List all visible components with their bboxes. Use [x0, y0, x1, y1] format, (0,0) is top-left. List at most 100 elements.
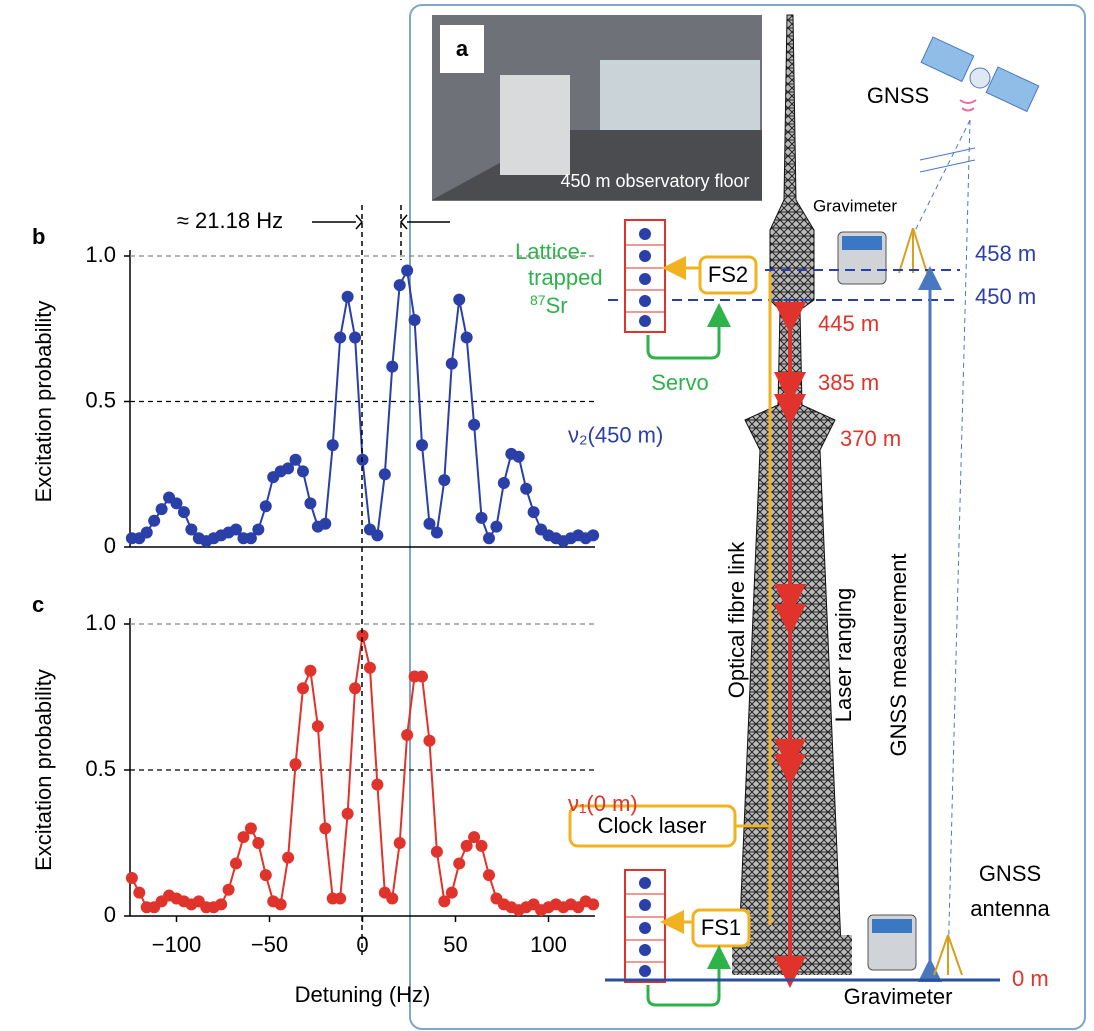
data-point	[401, 264, 414, 277]
data-point	[587, 898, 600, 911]
data-point	[282, 851, 295, 864]
data-point	[289, 758, 302, 771]
data-point	[490, 520, 503, 533]
lattice-planes	[625, 893, 665, 963]
data-point	[319, 822, 332, 835]
data-point	[430, 845, 443, 858]
photo-caption: 450 m observatory floor	[560, 171, 749, 191]
data-point	[371, 529, 384, 542]
y-axis-title: Excitation probability	[31, 301, 56, 503]
data-point	[497, 476, 510, 489]
data-point	[453, 857, 466, 870]
fibre-label: Optical fibre link	[724, 541, 749, 699]
photo-floor	[432, 130, 762, 200]
data-point	[341, 290, 354, 303]
data-point	[230, 523, 243, 536]
data-point	[386, 360, 399, 373]
lattice-label: trapped	[528, 265, 603, 290]
data-point	[244, 532, 257, 545]
gnss-antenna-label: GNSS	[979, 861, 1041, 886]
panel-a: a 450 m observatory floor GNSS Gravimete…	[409, 4, 1086, 1030]
data-point	[430, 526, 443, 539]
x-tick-label: 50	[443, 932, 467, 957]
data-point	[311, 720, 324, 733]
isotope-mass: 87	[530, 292, 546, 308]
data-point	[460, 839, 473, 852]
data-point	[215, 898, 228, 911]
fs2-label: FS2	[708, 262, 748, 287]
y-tick-label: 0.5	[85, 387, 116, 412]
gravimeter-label: Gravimeter	[813, 196, 897, 215]
height-label: 370 m	[840, 426, 901, 451]
data-point	[438, 474, 451, 487]
data-point	[401, 728, 414, 741]
gnss-antenna-label: antenna	[970, 896, 1050, 921]
gnss-label: GNSS	[867, 83, 929, 108]
height-label: 458 m	[975, 241, 1036, 266]
data-point	[319, 517, 332, 530]
solar-panel	[920, 36, 975, 83]
gravimeter-top	[872, 919, 912, 933]
panel-label: c	[32, 592, 44, 617]
data-point	[274, 898, 287, 911]
gravimeter-label: Gravimeter	[844, 984, 953, 1009]
data-point	[282, 462, 295, 475]
data-point	[133, 886, 146, 899]
data-point	[423, 517, 436, 530]
data-point	[185, 523, 198, 536]
gravimeter-top	[842, 236, 882, 250]
data-point	[244, 822, 257, 835]
gnss-measurement-label: GNSS measurement	[886, 554, 911, 757]
data-point	[520, 482, 533, 495]
data-point	[408, 314, 421, 327]
x-tick-label: −50	[251, 932, 288, 957]
data-point	[237, 831, 250, 844]
data-point	[304, 664, 317, 677]
data-point	[393, 837, 406, 849]
satellite-body	[969, 67, 991, 89]
data-point	[349, 331, 362, 344]
lattice-planes	[625, 244, 665, 313]
photo-windows	[600, 60, 760, 130]
gnss-antenna	[933, 934, 963, 976]
data-point	[252, 523, 265, 536]
y-axis-title: Excitation probability	[31, 669, 56, 871]
data-point	[445, 357, 458, 370]
panel-label: a	[456, 36, 469, 61]
break-mark	[919, 147, 976, 173]
data-point	[252, 837, 265, 849]
photo-wall	[500, 75, 570, 175]
data-point	[349, 682, 362, 695]
isotope-label: 87Sr	[530, 292, 568, 318]
gnss-antenna	[898, 227, 928, 274]
data-point	[341, 807, 354, 820]
data-point	[587, 529, 600, 542]
y-tick-label: 0.5	[85, 756, 116, 781]
data-point	[378, 468, 391, 481]
x-axis-title: Detuning (Hz)	[295, 982, 431, 1007]
data-point	[371, 778, 384, 791]
data-point	[453, 293, 466, 306]
height-label: 385 m	[818, 370, 879, 395]
panel-frame	[409, 4, 1086, 1030]
clock-laser-label: Clock laser	[598, 813, 707, 838]
panel-label: b	[32, 224, 45, 249]
height-label: 445 m	[818, 311, 879, 336]
data-point	[482, 532, 495, 545]
data-point	[334, 331, 347, 344]
panel-label-box	[440, 25, 484, 73]
spacing-arrows	[312, 214, 450, 230]
fs1-label: FS1	[701, 915, 741, 940]
data-point	[475, 839, 488, 852]
data-point	[334, 892, 347, 905]
y-tick-label: 1.0	[85, 242, 116, 267]
gnss-ray	[947, 119, 971, 966]
height-label: 0 m	[1012, 966, 1049, 991]
data-point	[363, 661, 376, 674]
servo-label: Servo	[651, 370, 708, 395]
data-point	[296, 682, 309, 695]
data-point	[512, 450, 525, 463]
x-tick-label: 100	[530, 932, 567, 957]
gnss-ray	[912, 119, 971, 236]
